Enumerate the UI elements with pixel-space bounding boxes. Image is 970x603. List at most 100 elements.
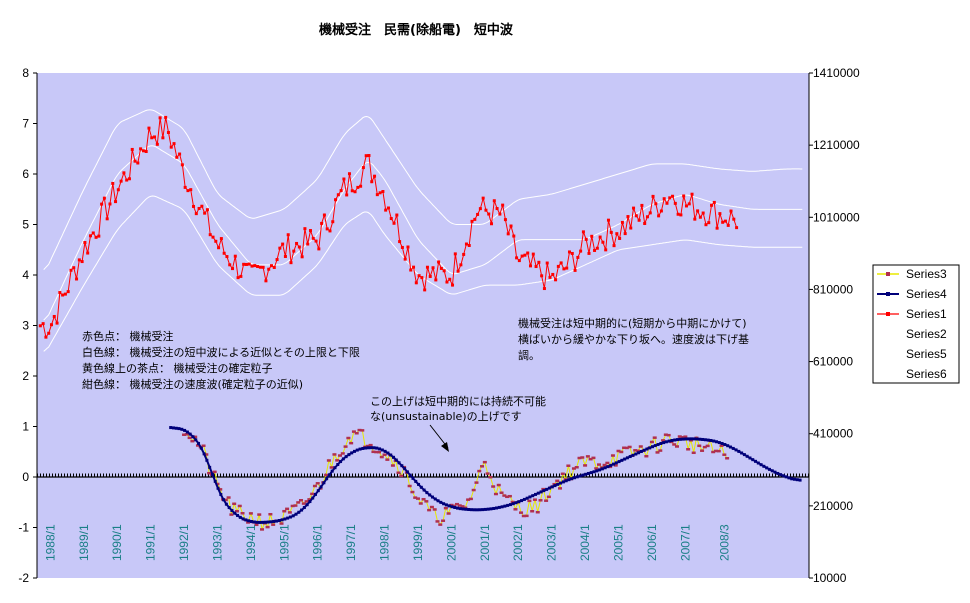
series4-point	[723, 443, 727, 447]
series4-point	[408, 473, 412, 477]
series3-point	[304, 500, 309, 503]
series4-point	[698, 437, 702, 441]
series1-point	[41, 322, 45, 326]
series3-point	[407, 484, 412, 488]
series1-point	[38, 324, 42, 328]
series1-point	[478, 207, 482, 211]
series3-point	[371, 450, 376, 454]
series4-point	[433, 497, 437, 501]
right-tick-label: 10000	[813, 571, 847, 585]
series3-point	[597, 463, 602, 466]
series1-point	[515, 256, 519, 260]
series4-point	[650, 445, 654, 449]
series4-point	[213, 479, 217, 483]
series3-point	[502, 494, 507, 497]
series3-point	[577, 456, 582, 460]
series4-point	[536, 491, 540, 495]
series1-point	[398, 240, 402, 244]
series1-point	[581, 230, 585, 234]
series4-point	[667, 439, 671, 443]
series3-point	[488, 475, 493, 479]
series3-point	[499, 491, 504, 494]
series1-point	[261, 265, 265, 269]
series3-point	[527, 499, 532, 503]
series4-point	[756, 461, 760, 465]
series1-point	[389, 217, 393, 221]
series3-point	[360, 429, 365, 432]
series3-point	[443, 506, 448, 510]
series1-point	[55, 321, 59, 325]
series4-point	[703, 438, 707, 442]
series1-point	[130, 147, 134, 151]
series3-point	[580, 456, 585, 459]
series3-point	[594, 467, 599, 470]
series4-point	[564, 479, 568, 483]
series4-point	[364, 446, 368, 450]
series3-point	[312, 484, 317, 488]
series1-point	[161, 136, 165, 140]
date-tick-label: 2000/1	[444, 524, 458, 561]
series1-point	[540, 274, 544, 278]
series4-point	[784, 475, 788, 479]
series4-point	[191, 435, 195, 439]
series1-point	[367, 154, 371, 158]
series1-point	[729, 209, 733, 213]
series4-point	[236, 513, 240, 517]
series1-point	[693, 217, 697, 221]
series1-point	[637, 218, 641, 222]
series4-point	[411, 476, 415, 480]
series1-point	[690, 192, 694, 196]
series4-point	[664, 440, 668, 444]
series3-point	[697, 444, 702, 448]
date-tick-labels: 1988/1 1989/1 1990/1 1991/1 1992/1 1993/1 1994…	[43, 524, 731, 561]
right-tick-label: 410000	[813, 427, 853, 441]
chart-title: 機械受注 民需(除船電) 短中波	[319, 22, 514, 38]
series3-point	[658, 449, 663, 452]
series3-point	[368, 443, 373, 447]
plot-area	[37, 73, 809, 578]
series4-point	[439, 500, 443, 504]
series3-point	[429, 505, 434, 509]
right-tick-label: 1410000	[813, 66, 860, 80]
series1-point	[180, 163, 184, 167]
series4-point	[199, 446, 203, 450]
series4-point	[525, 496, 529, 500]
series1-point	[490, 222, 494, 226]
series4-point	[247, 519, 251, 523]
series4-point	[684, 437, 688, 441]
series4-point	[706, 438, 710, 442]
arrow-note-1: この上げは短中期的には持続不可能	[370, 394, 546, 408]
series4-point	[726, 444, 730, 448]
series1-point	[448, 277, 452, 281]
series1-point	[186, 189, 190, 193]
series1-point	[682, 194, 686, 198]
series1-point	[197, 206, 201, 210]
series1-point	[726, 223, 730, 227]
left-tick-label: -2	[18, 571, 29, 585]
series4-point	[556, 482, 560, 486]
series4-point	[277, 519, 281, 523]
series4-point	[497, 505, 501, 509]
series1-point	[423, 288, 427, 292]
series3-point	[382, 453, 387, 456]
series4-point	[224, 502, 228, 506]
series4-point	[316, 489, 320, 493]
series4-point	[681, 437, 685, 441]
date-tick-label: 1994/1	[244, 524, 258, 561]
series4-point	[419, 485, 423, 489]
legend-box	[872, 264, 960, 384]
series1-point	[696, 209, 700, 213]
series4-point	[740, 451, 744, 455]
series1-point	[69, 268, 73, 272]
series3-point	[588, 457, 593, 461]
series4-point	[300, 508, 304, 512]
series3-point	[204, 453, 209, 456]
series1-point	[325, 227, 329, 231]
series4-point	[673, 438, 677, 442]
series1-point	[370, 180, 374, 184]
series4-point	[765, 466, 769, 470]
series3-point	[558, 487, 563, 490]
series1-point	[189, 188, 193, 192]
series1-point	[72, 266, 76, 270]
series4-point	[798, 478, 802, 482]
